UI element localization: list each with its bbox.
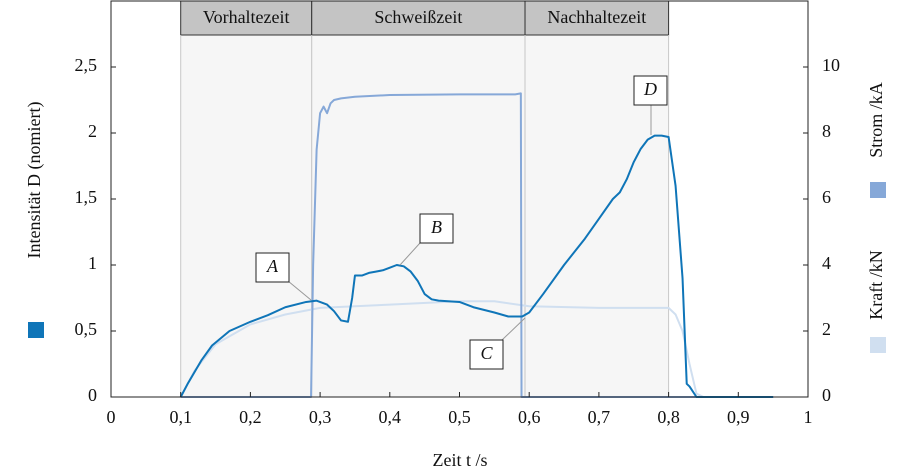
- annotation-label: D: [643, 79, 657, 99]
- annotation-leader: [399, 242, 421, 266]
- x-tick-label: 0,1: [169, 407, 192, 427]
- x-tick-label: 0,3: [309, 407, 332, 427]
- x-tick-label: 0,4: [379, 407, 402, 427]
- annotation-leader: [501, 317, 526, 341]
- x-axis-label: Zeit t /s: [433, 450, 488, 470]
- annotation-label: C: [480, 343, 493, 363]
- phase-header: [311, 0, 526, 36]
- annotation-leader: [287, 280, 312, 301]
- x-tick-label: 0,5: [448, 407, 471, 427]
- series-line: [179, 300, 774, 398]
- legend-swatch: [28, 322, 44, 338]
- phase-background: [180, 35, 312, 397]
- x-tick-label: 0: [107, 407, 116, 427]
- annotation-box: [469, 339, 504, 370]
- series-line: [180, 92, 774, 398]
- annotation-box: [419, 213, 454, 244]
- y-tick-label: 0,5: [75, 319, 98, 339]
- annotation-label: A: [266, 256, 279, 276]
- annotation-box: [633, 75, 668, 106]
- y-tick-label: 1,5: [75, 187, 98, 207]
- phase-header: [524, 0, 670, 36]
- y2-tick-label: 10: [822, 55, 840, 75]
- phase-label: Vorhaltezeit: [203, 7, 290, 27]
- y2-tick-label: 2: [822, 319, 831, 339]
- x-tick-label: 0,6: [518, 407, 541, 427]
- annotation-box: [255, 252, 290, 283]
- legend-label: Intensität D (nomiert): [24, 102, 45, 259]
- y2-tick-label: 4: [822, 253, 831, 273]
- legend-swatch: [870, 182, 886, 198]
- y2-tick-label: 8: [822, 121, 831, 141]
- y2-tick-label: 6: [822, 187, 831, 207]
- phase-label: Nachhaltezeit: [547, 7, 646, 27]
- y-tick-label: 0: [88, 385, 97, 405]
- x-tick-label: 0,8: [657, 407, 680, 427]
- phase-header: [180, 0, 313, 36]
- phase-label: Schweißzeit: [374, 7, 462, 27]
- y-tick-label: 1: [88, 253, 97, 273]
- x-tick-label: 0,9: [727, 407, 750, 427]
- y-tick-label: 2,5: [75, 55, 98, 75]
- series-line: [179, 134, 774, 398]
- y2-tick-label: 0: [822, 385, 831, 405]
- x-tick-label: 1: [804, 407, 813, 427]
- x-tick-label: 0,2: [239, 407, 262, 427]
- y-tick-label: 2: [88, 121, 97, 141]
- x-tick-label: 0,7: [588, 407, 611, 427]
- legend-swatch: [870, 337, 886, 353]
- legend-label: Strom /kA: [866, 82, 886, 158]
- legend-label: Kraft /kN: [866, 250, 886, 319]
- annotation-label: B: [431, 217, 442, 237]
